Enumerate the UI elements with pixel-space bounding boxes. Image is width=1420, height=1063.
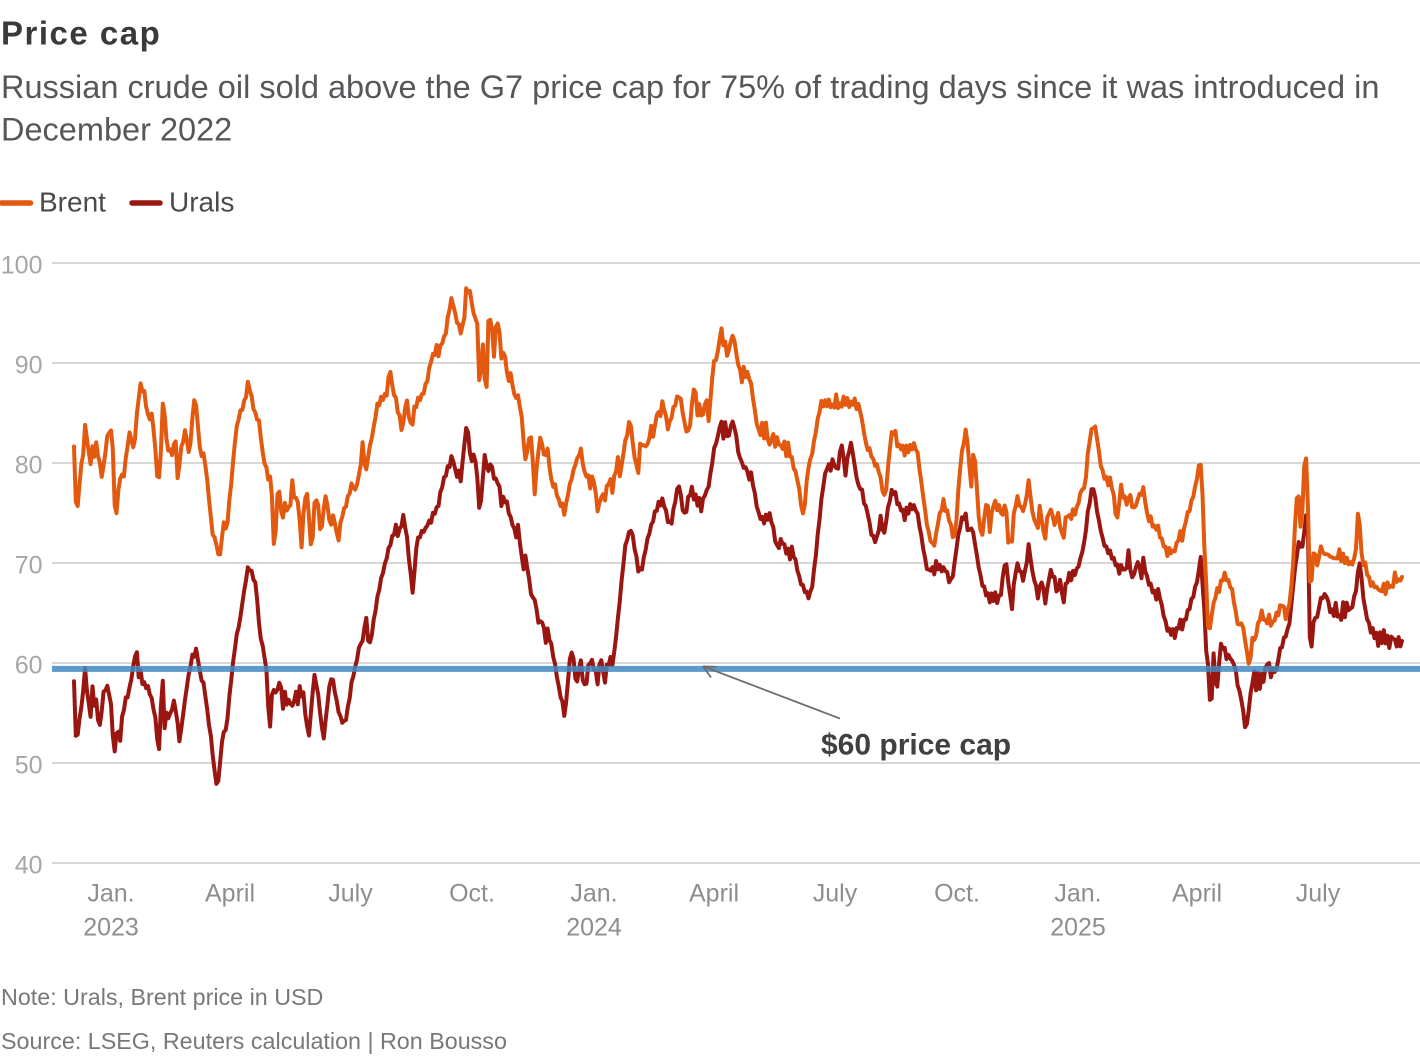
svg-text:2025: 2025: [1050, 914, 1106, 942]
svg-text:50: 50: [15, 752, 43, 780]
svg-text:Oct.: Oct.: [934, 880, 980, 908]
svg-text:100: 100: [1, 252, 43, 280]
svg-text:2024: 2024: [566, 914, 622, 942]
svg-text:December 2022: December 2022: [1, 112, 232, 148]
svg-text:90: 90: [15, 352, 43, 380]
svg-text:$60 price cap: $60 price cap: [821, 729, 1011, 762]
svg-text:2023: 2023: [83, 914, 139, 942]
svg-text:70: 70: [15, 552, 43, 580]
svg-text:Jan.: Jan.: [570, 880, 617, 908]
svg-text:40: 40: [15, 852, 43, 880]
svg-text:Price cap: Price cap: [1, 15, 161, 52]
svg-text:Urals: Urals: [169, 187, 234, 218]
svg-text:July: July: [1296, 880, 1341, 908]
svg-text:60: 60: [15, 652, 43, 680]
svg-text:Jan.: Jan.: [1054, 880, 1101, 908]
svg-text:Note: Urals, Brent price in US: Note: Urals, Brent price in USD: [1, 984, 323, 1010]
svg-text:April: April: [1172, 880, 1222, 908]
svg-text:Oct.: Oct.: [449, 880, 495, 908]
svg-text:Russian crude oil sold above t: Russian crude oil sold above the G7 pric…: [1, 69, 1379, 105]
svg-text:April: April: [689, 880, 739, 908]
svg-text:Jan.: Jan.: [87, 880, 134, 908]
svg-text:Brent: Brent: [39, 187, 106, 218]
svg-text:July: July: [328, 880, 373, 908]
svg-text:80: 80: [15, 452, 43, 480]
svg-text:April: April: [205, 880, 255, 908]
svg-text:Source: LSEG, Reuters calculat: Source: LSEG, Reuters calculation | Ron …: [1, 1028, 507, 1054]
svg-text:July: July: [813, 880, 858, 908]
